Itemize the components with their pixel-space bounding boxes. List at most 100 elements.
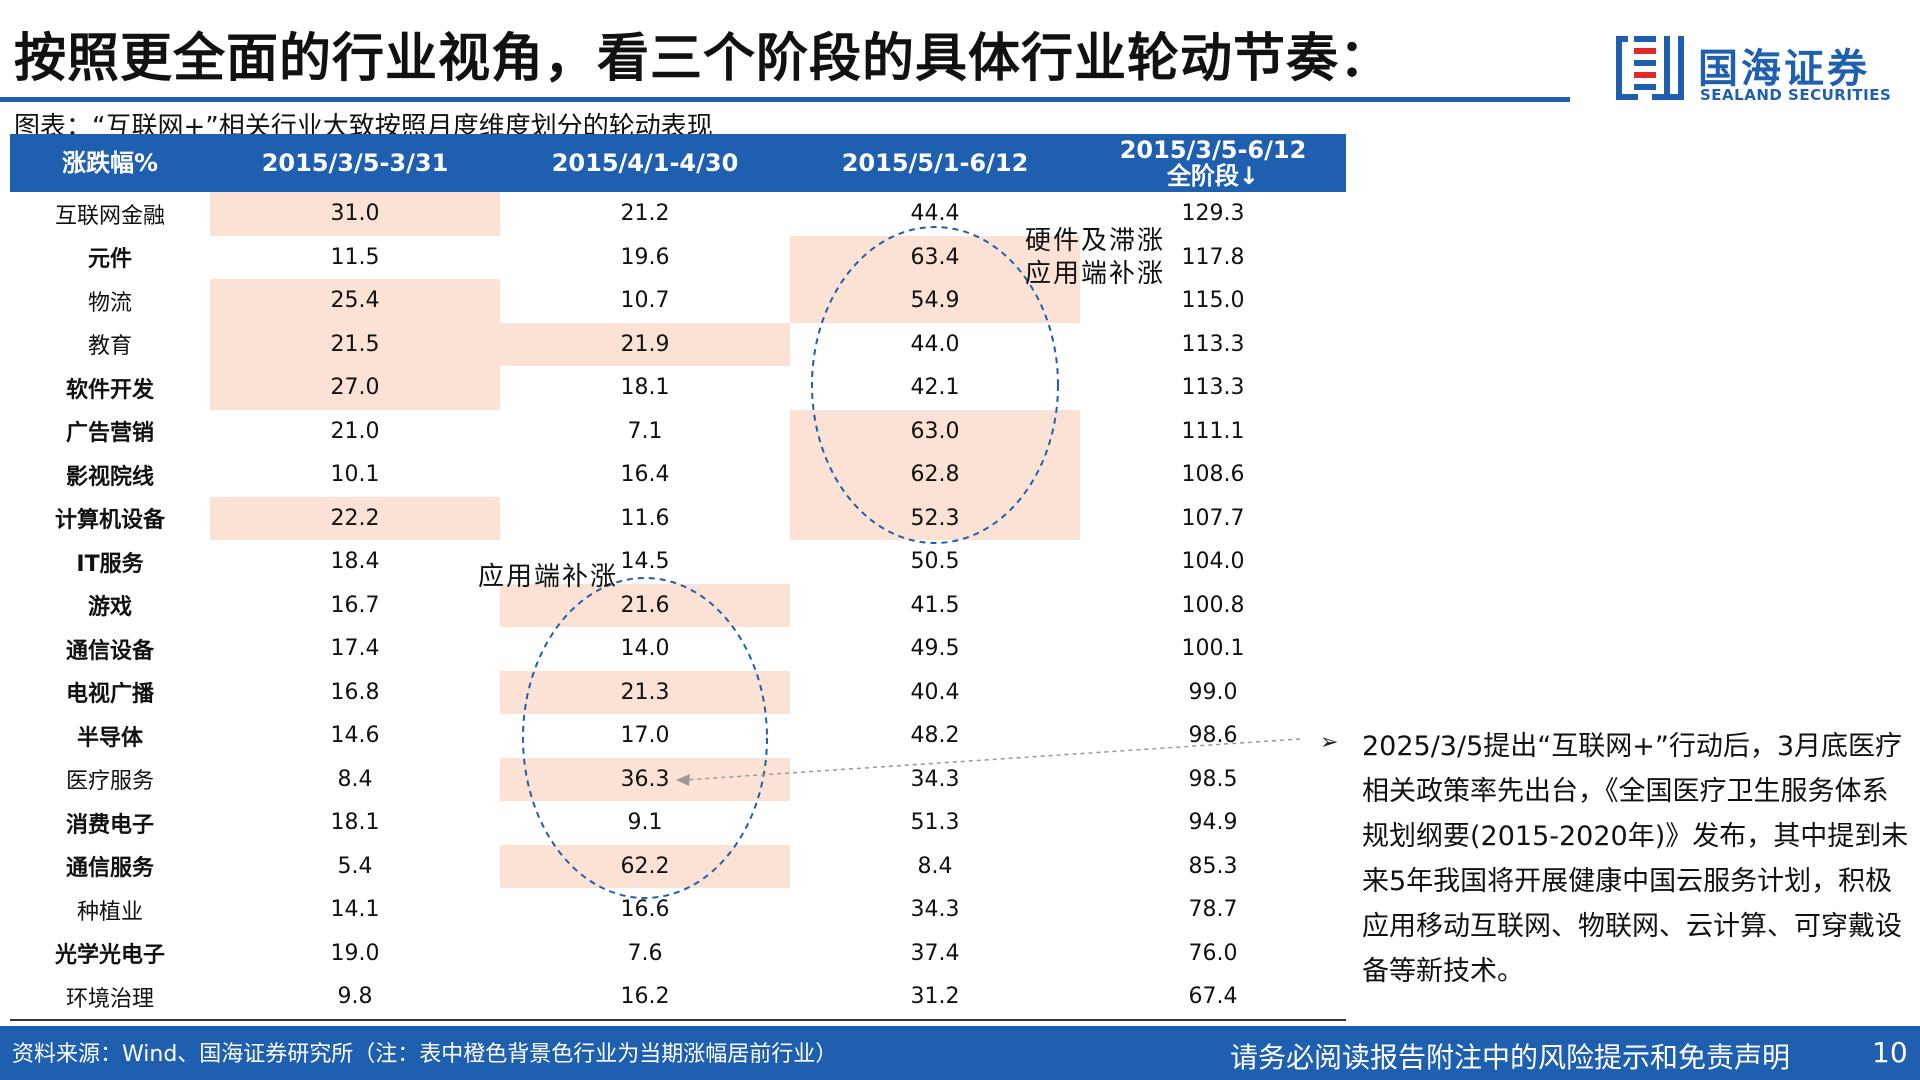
industry-name-cell: 环境治理: [65, 986, 154, 1012]
value-cell: 37.4: [910, 940, 960, 966]
value-cell: 7.6: [627, 940, 663, 966]
bullet-arrow-icon: ➢: [1320, 730, 1339, 755]
title-divider: [0, 97, 1570, 102]
value-cell: 34.3: [910, 897, 960, 923]
sealand-logo-icon: [1616, 36, 1684, 100]
value-cell: 21.9: [500, 322, 790, 366]
header-cell-industry: 涨跌幅%: [61, 149, 159, 177]
table-row: 消费电子 18.1 9.1 51.3 94.9: [10, 801, 1346, 845]
value-cell: 11.6: [620, 505, 670, 531]
value-cell: 21.2: [620, 201, 670, 227]
value-cell: 5.4: [337, 853, 373, 879]
industry-name-cell: 半导体: [76, 725, 143, 751]
table-row: 互联网金融 31.0 21.2 44.4 129.3: [10, 192, 1346, 236]
value-cell: 18.4: [330, 549, 380, 575]
value-cell: 10.1: [330, 462, 380, 488]
table-row: 通信设备 17.4 14.0 49.5 100.1: [10, 627, 1346, 671]
industry-name-cell: 通信设备: [65, 638, 154, 664]
value-cell: 62.8: [790, 453, 1080, 497]
value-cell: 22.2: [210, 496, 500, 540]
table-row: 电视广播 16.8 21.3 40.4 99.0: [10, 670, 1346, 714]
value-cell: 17.0: [620, 723, 670, 749]
sealand-logo: 国海证券 SEALAND SECURITIES: [1612, 30, 1912, 110]
industry-name-cell: 影视院线: [65, 464, 154, 490]
value-cell: 41.5: [910, 592, 960, 618]
value-cell: 25.4: [210, 279, 500, 323]
value-cell: 31.2: [910, 984, 960, 1010]
value-cell: 129.3: [1181, 201, 1245, 227]
header-cell-april: 2015/4/1-4/30: [551, 149, 739, 177]
value-cell: 21.3: [500, 670, 790, 714]
industry-name-cell: 种植业: [76, 899, 143, 925]
industry-name-cell: 电视广播: [65, 682, 154, 708]
value-cell: 31.0: [210, 192, 500, 236]
table-row: 游戏 16.7 21.6 41.5 100.8: [10, 583, 1346, 627]
value-cell: 8.4: [337, 766, 373, 792]
value-cell: 98.6: [1188, 723, 1238, 749]
table-row: IT服务 18.4 14.5 50.5 104.0: [10, 540, 1346, 584]
table-row: 软件开发 27.0 18.1 42.1 113.3: [10, 366, 1346, 410]
value-cell: 9.8: [337, 984, 373, 1010]
side-note-text: 2025/3/5提出“互联网+”行动后，3月底医疗相关政策率先出台，《全国医疗卫…: [1362, 731, 1909, 987]
value-cell: 18.1: [330, 810, 380, 836]
value-cell: 50.5: [910, 549, 960, 575]
table-row: 环境治理 9.8 16.2 31.2 67.4: [10, 975, 1346, 1019]
industry-name-cell: 互联网金融: [54, 203, 165, 229]
header-cell-full-period: 2015/3/5-6/12 全阶段↓: [1119, 136, 1307, 190]
annotation-application: 应用端补涨: [478, 562, 619, 592]
page-title: 按照更全面的行业视角，看三个阶段的具体行业轮动节奏：: [14, 29, 1393, 89]
value-cell: 19.6: [620, 244, 670, 270]
page-number: 10: [1872, 1036, 1908, 1069]
industry-name-cell: IT服务: [76, 551, 144, 577]
value-cell: 27.0: [210, 366, 500, 410]
value-cell: 98.5: [1188, 766, 1238, 792]
header-cell-march: 2015/3/5-3/31: [261, 149, 449, 177]
value-cell: 14.6: [330, 723, 380, 749]
value-cell: 14.5: [620, 549, 670, 575]
table-bottom-rule: [10, 1019, 1346, 1021]
annotation-hardware-line2: 应用端补涨: [1025, 259, 1166, 289]
value-cell: 51.3: [910, 810, 960, 836]
industry-name-cell: 元件: [87, 247, 132, 273]
header-cell-may-june: 2015/5/1-6/12: [841, 149, 1029, 177]
value-cell: 16.8: [330, 679, 380, 705]
value-cell: 44.4: [910, 201, 960, 227]
industry-name-cell: 游戏: [87, 595, 132, 621]
disclaimer-link[interactable]: 请务必阅读报告附注中的风险提示和免责声明: [1230, 1041, 1791, 1074]
value-cell: 40.4: [910, 679, 960, 705]
table-row: 半导体 14.6 17.0 48.2 98.6: [10, 714, 1346, 758]
value-cell: 14.0: [620, 636, 670, 662]
value-cell: 44.0: [910, 331, 960, 357]
value-cell: 99.0: [1188, 679, 1238, 705]
value-cell: 113.3: [1181, 375, 1245, 401]
table-row: 计算机设备 22.2 11.6 52.3 107.7: [10, 496, 1346, 540]
value-cell: 85.3: [1188, 853, 1238, 879]
industry-name-cell: 软件开发: [65, 377, 154, 403]
value-cell: 113.3: [1181, 331, 1245, 357]
value-cell: 63.0: [790, 409, 1080, 453]
value-cell: 111.1: [1181, 418, 1245, 444]
value-cell: 117.8: [1181, 244, 1245, 270]
table-row: 医疗服务 8.4 36.3 34.3 98.5: [10, 757, 1346, 801]
value-cell: 19.0: [330, 940, 380, 966]
value-cell: 62.2: [500, 844, 790, 888]
industry-name-cell: 医疗服务: [65, 769, 154, 795]
annotation-hardware-line1: 硬件及滞涨: [1025, 226, 1166, 256]
industry-name-cell: 消费电子: [65, 812, 154, 838]
value-cell: 8.4: [917, 853, 953, 879]
industry-name-cell: 计算机设备: [54, 508, 165, 534]
industry-name-cell: 物流: [87, 290, 132, 316]
industry-name-cell: 教育: [87, 334, 132, 360]
value-cell: 7.1: [627, 418, 663, 444]
value-cell: 34.3: [910, 766, 960, 792]
industry-name-cell: 广告营销: [65, 421, 154, 447]
table-row: 种植业 14.1 16.6 34.3 78.7: [10, 888, 1346, 932]
value-cell: 10.7: [620, 288, 670, 314]
value-cell: 16.7: [330, 592, 380, 618]
value-cell: 42.1: [910, 375, 960, 401]
value-cell: 21.5: [210, 322, 500, 366]
value-cell: 49.5: [910, 636, 960, 662]
value-cell: 16.2: [620, 984, 670, 1010]
value-cell: 100.1: [1181, 636, 1245, 662]
value-cell: 67.4: [1188, 984, 1238, 1010]
